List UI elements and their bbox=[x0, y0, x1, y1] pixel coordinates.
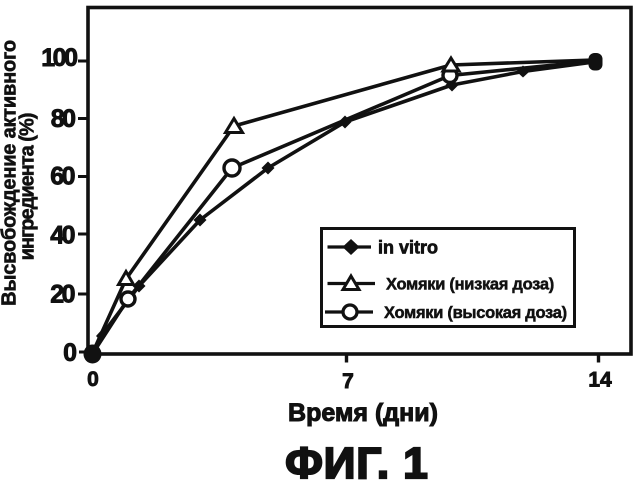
svg-text:Хомяки (низкая доза): Хомяки (низкая доза) bbox=[386, 276, 554, 294]
svg-text:Хомяки (высокая доза): Хомяки (высокая доза) bbox=[384, 304, 567, 322]
svg-text:60: 60 bbox=[50, 163, 74, 191]
svg-text:14: 14 bbox=[588, 369, 612, 392]
svg-text:ФИГ. 1: ФИГ. 1 bbox=[285, 439, 429, 487]
svg-text:100: 100 bbox=[41, 44, 77, 72]
svg-text:Высвобождение активного: Высвобождение активного bbox=[0, 40, 21, 306]
svg-text:in vitro: in vitro bbox=[378, 238, 438, 258]
svg-text:0: 0 bbox=[63, 339, 76, 367]
svg-text:7: 7 bbox=[342, 370, 354, 393]
svg-text:0: 0 bbox=[87, 368, 99, 391]
svg-text:20: 20 bbox=[50, 281, 74, 309]
svg-text:40: 40 bbox=[50, 222, 74, 250]
svg-text:ингредиента (%): ингредиента (%) bbox=[17, 113, 39, 260]
svg-text:Время (дни): Время (дни) bbox=[288, 399, 438, 427]
svg-text:80: 80 bbox=[51, 105, 75, 133]
